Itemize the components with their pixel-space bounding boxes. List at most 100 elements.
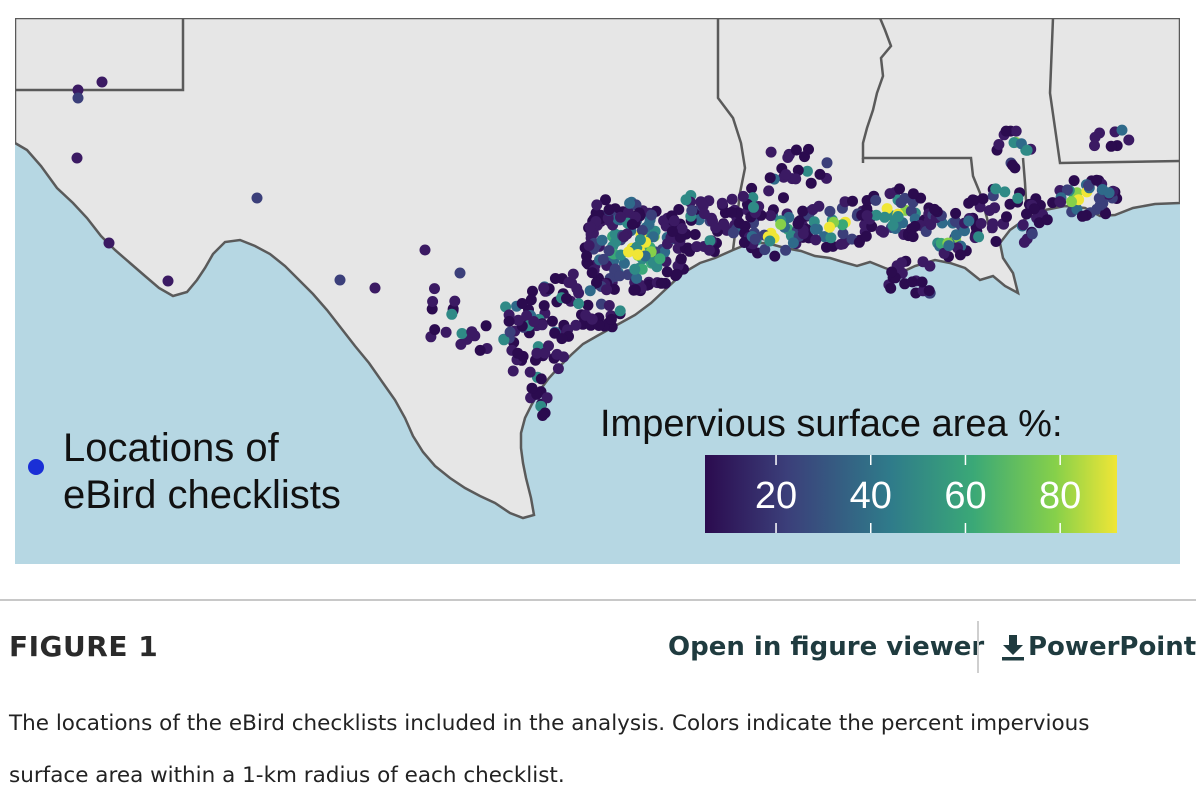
checklist-point	[759, 244, 771, 256]
checklist-point	[581, 250, 593, 262]
checklist-point	[72, 84, 84, 96]
checklist-point	[923, 285, 935, 297]
checklist-point	[967, 194, 979, 206]
checklist-point	[801, 165, 813, 177]
checklist-point	[536, 319, 548, 331]
checklist-point	[797, 228, 809, 240]
checklist-point	[1018, 236, 1030, 248]
checklist-point	[1055, 196, 1067, 208]
checklist-point	[989, 202, 1001, 214]
checklist-point	[480, 320, 492, 332]
checklist-point	[528, 316, 540, 327]
checklist-point	[1010, 125, 1022, 137]
colorbar-tick-label-60: 60	[944, 475, 986, 517]
checklist-point	[605, 313, 617, 325]
checklist-point	[596, 234, 608, 246]
checklist-point	[1100, 208, 1112, 220]
checklist-point	[600, 194, 611, 206]
powerpoint-download-link[interactable]: PowerPoint	[1000, 632, 1196, 662]
open-figure-viewer-link[interactable]: Open in figure viewer	[668, 632, 985, 662]
checklist-point	[977, 193, 989, 205]
checklist-point	[72, 92, 84, 104]
checklist-point	[837, 228, 849, 240]
checklist-point	[896, 257, 907, 269]
checklist-point	[570, 319, 582, 331]
checklist-point	[1026, 228, 1038, 240]
checklist-point	[703, 244, 715, 256]
checklist-point	[456, 328, 468, 339]
checklist-point	[586, 313, 598, 325]
checklist-point	[571, 283, 583, 295]
checklist-point	[524, 366, 536, 378]
checklist-point	[778, 192, 789, 204]
checklist-point	[906, 276, 918, 288]
checklist-point	[990, 183, 1002, 195]
checklist-point	[538, 282, 550, 294]
checklist-point	[878, 226, 889, 238]
checklist-point	[419, 244, 431, 256]
checklist-point	[675, 253, 687, 265]
checklist-point	[765, 210, 777, 222]
checklist-point	[474, 344, 486, 356]
checklist-point	[591, 199, 603, 211]
checklist-point	[917, 256, 929, 268]
checklist-point	[446, 308, 458, 320]
checklist-point	[498, 334, 510, 346]
checklist-point	[1017, 219, 1029, 231]
colorbar	[705, 455, 1117, 533]
checklist-point	[516, 298, 528, 309]
checklist-point	[567, 268, 579, 280]
checklist-point	[666, 226, 678, 237]
checklist-point	[614, 305, 626, 317]
checklist-point	[561, 293, 572, 304]
checklist-point	[512, 314, 524, 326]
checklist-point	[884, 188, 896, 200]
point-legend-line-1: Locations of	[63, 426, 280, 470]
checklist-point	[775, 218, 787, 230]
download-icon	[1002, 635, 1024, 661]
colorbar-tick-label-80: 80	[1039, 475, 1081, 517]
powerpoint-label: PowerPoint	[1028, 632, 1196, 662]
checklist-point	[792, 164, 804, 176]
checklist-point	[573, 298, 585, 310]
checklist-point	[1004, 198, 1016, 210]
checklist-points	[71, 76, 1135, 421]
checklist-point	[870, 194, 882, 206]
checklist-point	[466, 326, 478, 338]
checklist-point	[909, 220, 921, 232]
checklist-point	[885, 282, 897, 294]
checklist-point	[543, 340, 554, 352]
checklist-point	[551, 348, 563, 360]
checklist-point	[449, 295, 461, 307]
checklist-point	[586, 267, 598, 279]
checklist-point	[727, 227, 739, 239]
checklist-point	[674, 231, 686, 243]
checklist-point	[440, 326, 452, 338]
checklist-point	[861, 210, 873, 222]
checklist-point	[614, 270, 626, 282]
checklist-point	[546, 315, 558, 327]
checklist-point	[807, 204, 819, 215]
checklist-point	[631, 272, 643, 284]
checklist-point	[954, 249, 966, 261]
checklist-point	[629, 263, 641, 275]
checklist-point	[634, 234, 646, 246]
checklist-point	[999, 186, 1011, 198]
checklist-point	[809, 223, 821, 235]
checklist-point	[552, 363, 564, 375]
checklist-point	[860, 230, 872, 242]
checklist-point	[429, 324, 441, 336]
checklist-point	[797, 205, 809, 217]
checklist-point	[963, 215, 975, 227]
checklist-point	[950, 229, 962, 241]
point-legend-dot	[28, 459, 44, 475]
checklist-point	[718, 219, 730, 231]
checklist-point	[1089, 131, 1101, 143]
checklist-point	[582, 299, 594, 311]
checklist-point	[608, 283, 620, 295]
checklist-point	[334, 274, 346, 286]
checklist-point	[603, 300, 615, 311]
checklist-point	[427, 296, 439, 307]
colorbar-tick-label-20: 20	[755, 475, 797, 517]
checklist-point	[805, 177, 817, 189]
